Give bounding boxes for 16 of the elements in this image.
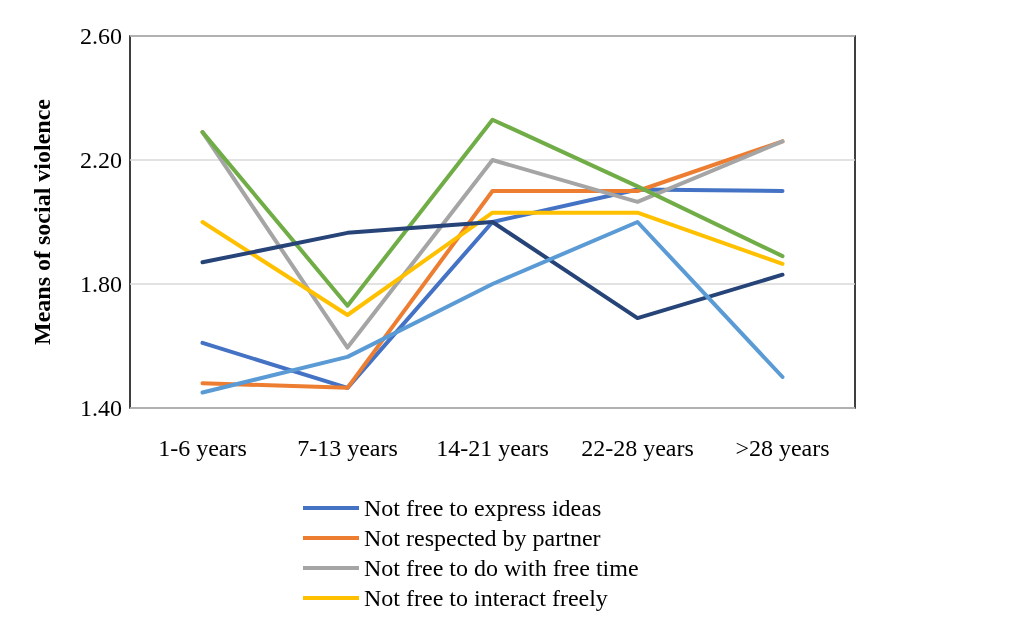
y-tick-label: 2.60 <box>80 23 122 49</box>
line-series <box>200 117 785 308</box>
y-tick-label: 1.40 <box>80 395 122 421</box>
legend-label: Not free to express ideas <box>364 495 602 521</box>
x-tick-label: >28 years <box>735 435 830 461</box>
x-tick-label: 14-21 years <box>436 435 549 461</box>
y-tick-label: 1.80 <box>80 271 122 297</box>
legend-label: Not respected by partner <box>364 525 601 551</box>
legend-label: Not free to do with free time <box>364 555 639 581</box>
y-axis-title: Means of social violence <box>29 98 55 345</box>
y-tick-label: 2.20 <box>80 147 122 173</box>
x-tick-label: 7-13 years <box>297 435 398 461</box>
x-tick-label: 22-28 years <box>581 435 694 461</box>
line-series <box>200 220 785 395</box>
legend-label: Not free to interact freely <box>364 585 608 611</box>
x-tick-label: 1-6 years <box>158 435 247 461</box>
